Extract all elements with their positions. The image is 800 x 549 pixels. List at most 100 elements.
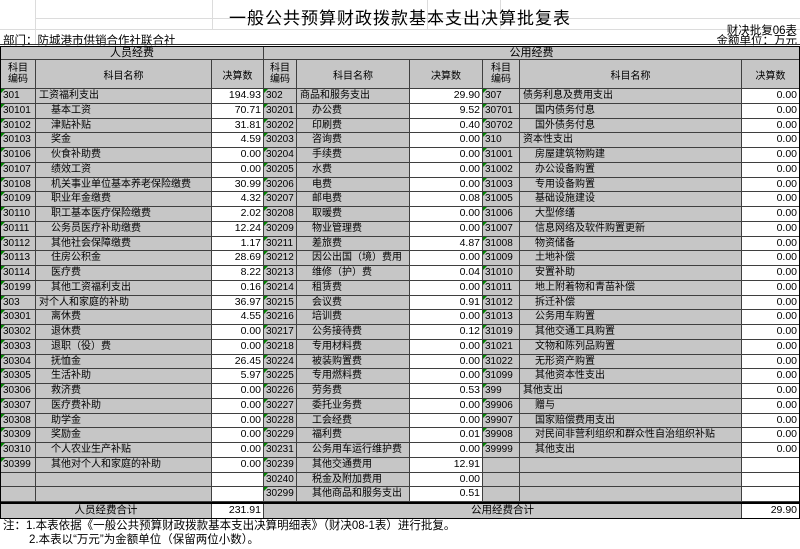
cell-subject-code[interactable]: 31013 [483, 310, 520, 325]
cell-subject-code[interactable]: 31008 [483, 236, 520, 252]
cell-subject-name[interactable]: 物资储备 [520, 236, 742, 252]
cell-final-amount[interactable]: 0.00 [742, 118, 799, 134]
cell-final-amount[interactable]: 0.00 [742, 251, 799, 266]
cell-final-amount[interactable]: 0.00 [742, 413, 799, 429]
cell-subject-code[interactable]: 30301 [1, 310, 36, 325]
cell-final-amount[interactable]: 0.00 [410, 398, 483, 414]
cell-final-amount[interactable]: 0.00 [410, 251, 483, 266]
cell-subject-name[interactable]: 机关事业单位基本养老保险缴费 [36, 177, 212, 193]
cell-final-amount[interactable]: 0.00 [410, 162, 483, 178]
cell-subject-name[interactable] [36, 472, 212, 488]
cell-subject-code[interactable]: 30216 [264, 310, 297, 325]
cell-subject-name[interactable]: 离休费 [36, 310, 212, 325]
cell-final-amount[interactable]: 0.00 [212, 162, 264, 178]
cell-subject-code[interactable]: 30207 [264, 192, 297, 207]
cell-subject-code[interactable]: 30226 [264, 384, 297, 399]
cell-final-amount[interactable]: 0.00 [742, 354, 799, 370]
cell-subject-name[interactable]: 信息网络及软件购置更新 [520, 221, 742, 237]
cell-subject-name[interactable]: 咨询费 [297, 133, 410, 148]
cell-subject-name[interactable]: 印刷费 [297, 118, 410, 134]
cell-subject-code[interactable]: 30240 [264, 472, 297, 488]
cell-subject-name[interactable]: 物业管理费 [297, 221, 410, 237]
cell-subject-name[interactable]: 因公出国（境）费用 [297, 251, 410, 266]
cell-subject-code[interactable]: 31010 [483, 266, 520, 281]
cell-subject-code[interactable]: 30303 [1, 339, 36, 355]
cell-subject-code[interactable]: 31009 [483, 251, 520, 266]
cell-subject-code[interactable]: 31099 [483, 369, 520, 384]
cell-subject-name[interactable]: 国外债务付息 [520, 118, 742, 134]
cell-subject-code[interactable] [483, 457, 520, 473]
cell-final-amount[interactable] [742, 472, 799, 488]
cell-subject-name[interactable]: 会议费 [297, 295, 410, 311]
cell-subject-name[interactable]: 文物和陈列品购置 [520, 339, 742, 355]
cell-subject-name[interactable]: 专用设备购置 [520, 177, 742, 193]
cell-subject-name[interactable]: 公务员医疗补助缴费 [36, 221, 212, 237]
cell-final-amount[interactable]: 0.00 [410, 369, 483, 384]
cell-final-amount[interactable]: 0.00 [410, 207, 483, 222]
cell-final-amount[interactable]: 0.53 [410, 384, 483, 399]
cell-subject-name[interactable]: 其他资本性支出 [520, 369, 742, 384]
cell-subject-code[interactable]: 30213 [264, 266, 297, 281]
cell-final-amount[interactable]: 9.52 [410, 103, 483, 119]
cell-final-amount[interactable]: 0.00 [212, 413, 264, 429]
cell-final-amount[interactable]: 30.99 [212, 177, 264, 193]
cell-subject-code[interactable] [1, 487, 36, 502]
cell-subject-code[interactable]: 30224 [264, 354, 297, 370]
cell-subject-name[interactable]: 其他交通费用 [297, 457, 410, 473]
cell-final-amount[interactable]: 0.00 [742, 384, 799, 399]
cell-subject-name[interactable]: 奖励金 [36, 428, 212, 443]
cell-subject-name[interactable]: 房屋建筑物购建 [520, 148, 742, 163]
cell-subject-name[interactable]: 医疗费 [36, 266, 212, 281]
cell-subject-name[interactable]: 职工基本医疗保险缴费 [36, 207, 212, 222]
cell-subject-name[interactable]: 公务用车购置 [520, 310, 742, 325]
cell-final-amount[interactable]: 0.00 [212, 384, 264, 399]
cell-subject-name[interactable]: 国家赔偿费用支出 [520, 413, 742, 429]
cell-final-amount[interactable]: 0.00 [742, 236, 799, 252]
cell-subject-name[interactable]: 劳务费 [297, 384, 410, 399]
cell-subject-code[interactable]: 30307 [1, 398, 36, 414]
cell-subject-name[interactable]: 退休费 [36, 325, 212, 340]
cell-subject-name[interactable]: 其他支出 [520, 443, 742, 458]
cell-final-amount[interactable]: 8.22 [212, 266, 264, 281]
cell-final-amount[interactable]: 4.55 [212, 310, 264, 325]
cell-subject-code[interactable]: 30208 [264, 207, 297, 222]
cell-subject-code[interactable]: 30310 [1, 443, 36, 458]
cell-subject-code[interactable]: 30112 [1, 236, 36, 252]
cell-subject-code[interactable] [1, 472, 36, 488]
cell-subject-name[interactable]: 退职（役）费 [36, 339, 212, 355]
cell-subject-code[interactable]: 30308 [1, 413, 36, 429]
cell-subject-code[interactable]: 30109 [1, 192, 36, 207]
cell-subject-code[interactable]: 307 [483, 89, 520, 104]
cell-subject-code[interactable]: 30399 [1, 457, 36, 473]
cell-subject-code[interactable]: 30214 [264, 280, 297, 296]
cell-subject-code[interactable]: 30212 [264, 251, 297, 266]
cell-final-amount[interactable]: 0.00 [410, 339, 483, 355]
cell-subject-name[interactable]: 税金及附加费用 [297, 472, 410, 488]
cell-subject-name[interactable]: 基本工资 [36, 103, 212, 119]
cell-subject-name[interactable]: 个人农业生产补贴 [36, 443, 212, 458]
cell-subject-code[interactable]: 30205 [264, 162, 297, 178]
cell-subject-code[interactable]: 30231 [264, 443, 297, 458]
cell-final-amount[interactable]: 0.00 [742, 221, 799, 237]
cell-subject-name[interactable]: 生活补助 [36, 369, 212, 384]
cell-final-amount[interactable]: 0.00 [410, 177, 483, 193]
cell-subject-code[interactable]: 31012 [483, 295, 520, 311]
cell-subject-name[interactable]: 基础设施建设 [520, 192, 742, 207]
cell-subject-name[interactable]: 工资福利支出 [36, 89, 212, 104]
cell-subject-name[interactable]: 租赁费 [297, 280, 410, 296]
cell-subject-code[interactable]: 303 [1, 295, 36, 311]
cell-subject-code[interactable]: 31007 [483, 221, 520, 237]
cell-subject-code[interactable]: 30304 [1, 354, 36, 370]
cell-subject-code[interactable]: 30202 [264, 118, 297, 134]
cell-subject-code[interactable]: 30225 [264, 369, 297, 384]
cell-subject-name[interactable]: 专用燃料费 [297, 369, 410, 384]
cell-subject-code[interactable]: 31001 [483, 148, 520, 163]
cell-final-amount[interactable]: 31.81 [212, 118, 264, 134]
cell-subject-name[interactable]: 维修（护）费 [297, 266, 410, 281]
cell-final-amount[interactable]: 0.00 [410, 221, 483, 237]
cell-subject-name[interactable]: 其他对个人和家庭的补助 [36, 457, 212, 473]
cell-final-amount[interactable]: 0.08 [410, 192, 483, 207]
cell-final-amount[interactable]: 5.97 [212, 369, 264, 384]
cell-subject-code[interactable]: 30102 [1, 118, 36, 134]
public-total-value[interactable]: 29.90 [742, 504, 799, 518]
